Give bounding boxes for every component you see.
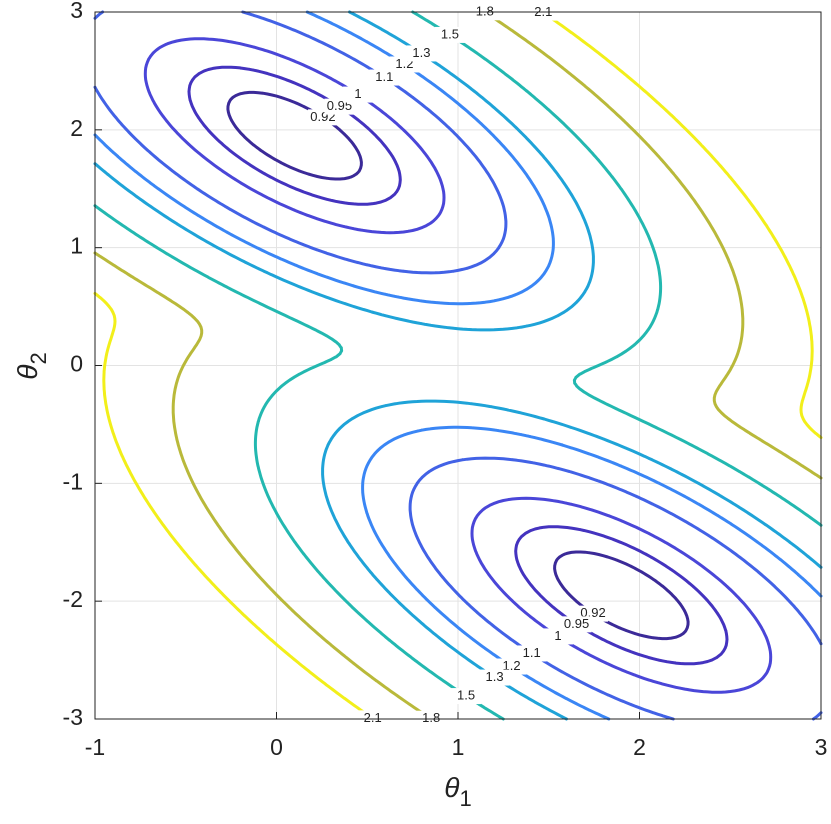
y-tick-label: -2: [63, 586, 83, 612]
y-label-symbol: θ: [12, 365, 43, 380]
contour-label-bg: [406, 45, 437, 62]
x-label-subscript: 1: [459, 786, 471, 811]
contour-label-bg: [479, 669, 510, 686]
contour-label: 1.5: [441, 26, 459, 41]
contour-label-bg: [324, 98, 355, 115]
x-tick-label: 0: [270, 734, 283, 760]
y-tick-label: 2: [70, 115, 83, 141]
contour-label: 1.5: [457, 688, 475, 703]
contour-label-bg: [516, 645, 547, 662]
contour-label: 0.95: [564, 616, 589, 631]
y-tick-label: -1: [63, 468, 83, 494]
x-tick-label: 1: [452, 734, 465, 760]
contour-line: [143, 37, 773, 694]
contour-label: 1.8: [476, 4, 494, 19]
contour-label-bg: [451, 688, 482, 705]
x-axis-label: θ1: [444, 772, 471, 810]
contour-label: 1: [554, 628, 561, 643]
contour-label-bg: [528, 4, 559, 21]
contour-line: [93, 10, 823, 721]
contour-line: [93, 10, 823, 721]
y-tick-label: 0: [70, 351, 83, 377]
contour-label: 0.92: [580, 605, 605, 620]
x-tick-label: -1: [85, 734, 105, 760]
contour-label: 1.3: [486, 669, 504, 684]
contour-label-bg: [561, 616, 592, 633]
y-tick-label: -3: [63, 704, 83, 730]
contour-label-bg: [542, 628, 573, 645]
contour-label-bg: [369, 69, 400, 86]
contour-line: [93, 10, 823, 721]
contour-label-bg: [357, 710, 388, 727]
contour-label: 1.1: [375, 69, 393, 84]
y-tick-label: 1: [70, 233, 83, 259]
contour-line: [187, 65, 729, 666]
contour-label: 1.2: [503, 658, 521, 673]
contour-label: 1.8: [422, 710, 440, 725]
y-axis-label: θ2: [12, 352, 50, 379]
contour-label: 1.1: [523, 645, 541, 660]
x-tick-label: 3: [815, 734, 828, 760]
contour-label: 1.3: [412, 45, 430, 60]
x-tick-label: 2: [633, 734, 646, 760]
contour-label-bg: [434, 26, 465, 43]
contour-line: [226, 90, 690, 641]
contour-label: 2.1: [364, 710, 382, 725]
contour-label: 1: [354, 86, 361, 101]
y-label-subscript: 2: [26, 352, 51, 364]
x-label-symbol: θ: [444, 772, 459, 803]
contour-line: [93, 10, 823, 721]
contour-label-bg: [343, 86, 374, 103]
y-tick-label: 3: [70, 0, 83, 23]
